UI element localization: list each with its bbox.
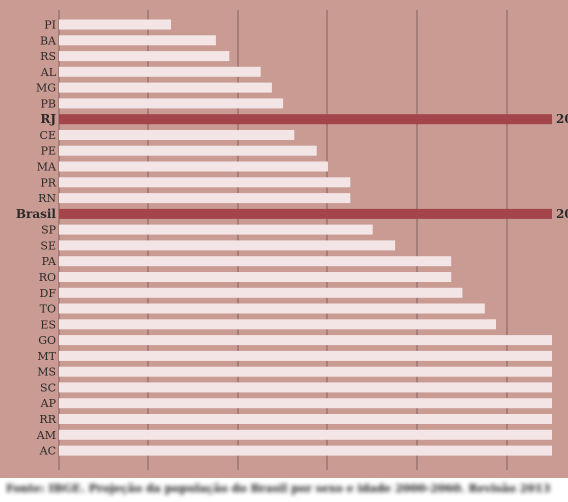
bars: [59, 19, 552, 456]
category-label-es: ES: [40, 318, 56, 331]
bar-pa: [59, 256, 452, 267]
bar-ac: [59, 445, 552, 456]
bar-sc: [59, 382, 552, 393]
category-label-pr: PR: [40, 176, 56, 189]
bar-al: [59, 66, 261, 77]
bar-rj: [59, 114, 552, 125]
category-label-al: AL: [40, 66, 57, 79]
category-label-sp: SP: [41, 224, 57, 237]
category-label-rr: RR: [39, 413, 56, 426]
category-label-pb: PB: [41, 97, 57, 110]
bar-chart: PI BA RS AL MG PB RJ CE PE MA PR RN Brasil SP SE PA RO DF…: [16, 10, 568, 470]
category-label-brasil: Brasil: [16, 207, 57, 221]
category-label-rj: RJ: [40, 112, 56, 126]
bar-rr: [59, 414, 552, 424]
category-label-mt: MT: [37, 350, 56, 363]
bar-am: [59, 429, 552, 440]
bar-ro: [59, 272, 452, 282]
bar-to: [59, 303, 485, 314]
category-label-sc: SC: [40, 381, 56, 394]
category-label-to: TO: [40, 303, 56, 316]
category-label-mg: MG: [36, 82, 56, 95]
category-label-ac: AC: [39, 445, 56, 458]
data-labels: 2042 2048: [556, 112, 568, 221]
category-label-ms: MS: [37, 366, 56, 379]
category-label-rn: RN: [38, 192, 56, 205]
bar-pr: [59, 177, 351, 188]
bar-es: [59, 319, 496, 330]
source-footer: Fonte: IBGE. Projeção da população do Br…: [0, 478, 568, 502]
bar-brasil: [59, 208, 552, 219]
bar-pi: [59, 19, 171, 30]
category-label-ba: BA: [40, 34, 57, 47]
bar-rn: [59, 193, 351, 204]
category-labels: PI BA RS AL MG PB RJ CE PE MA PR RN Brasil SP SE PA RO DF…: [16, 19, 57, 458]
bar-ce: [59, 130, 295, 140]
bar-pe: [59, 145, 317, 156]
category-label-pa: PA: [42, 255, 57, 268]
category-label-ap: AP: [40, 397, 57, 410]
category-label-df: DF: [40, 287, 57, 300]
category-label-se: SE: [40, 239, 56, 252]
bar-ms: [59, 366, 552, 377]
data-label-rj: 2042: [556, 112, 568, 126]
category-label-pe: PE: [41, 145, 56, 158]
category-label-pi: PI: [44, 19, 56, 32]
category-label-ce: CE: [40, 129, 56, 142]
bar-ma: [59, 161, 328, 172]
bar-mt: [59, 350, 552, 361]
bar-se: [59, 240, 396, 251]
category-label-go: GO: [38, 334, 56, 347]
category-label-ma: MA: [37, 161, 57, 174]
bar-mg: [59, 82, 272, 93]
source-note: Fonte: IBGE. Projeção da população do Br…: [6, 482, 551, 495]
bar-df: [59, 287, 463, 298]
category-label-rs: RS: [40, 50, 56, 63]
bar-ba: [59, 35, 216, 46]
bar-pb: [59, 98, 284, 109]
bar-ap: [59, 398, 552, 409]
bar-sp: [59, 224, 373, 235]
bar-go: [59, 335, 552, 346]
category-label-ro: RO: [39, 271, 56, 284]
data-label-brasil: 2048: [556, 207, 568, 221]
bar-rs: [59, 51, 230, 62]
category-label-am: AM: [36, 429, 56, 442]
